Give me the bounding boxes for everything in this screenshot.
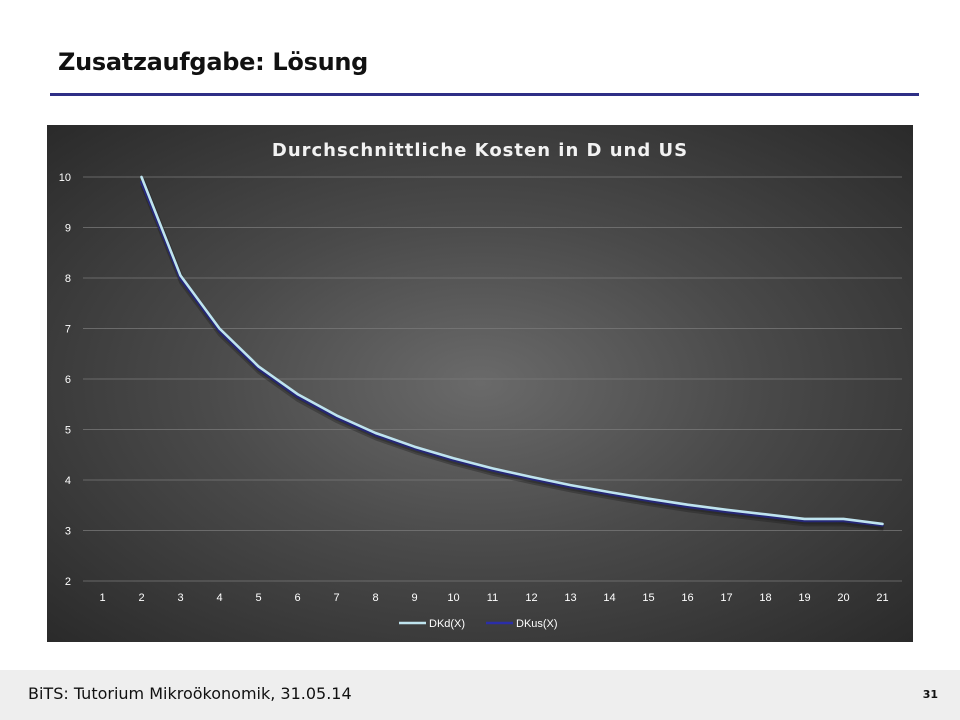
x-tick-label: 12 bbox=[525, 592, 537, 604]
series-line-dkus-x bbox=[140, 180, 884, 527]
x-tick-label: 9 bbox=[411, 592, 417, 604]
x-tick-label: 4 bbox=[216, 592, 222, 604]
y-tick-label: 8 bbox=[65, 273, 71, 285]
y-axis-ticks: 2 3 4 5 6 7 8 9 10 bbox=[59, 172, 71, 588]
series-line-shadow bbox=[140, 184, 884, 531]
y-tick-label: 2 bbox=[65, 576, 71, 588]
page-number: 31 bbox=[922, 688, 938, 701]
x-tick-label: 16 bbox=[681, 592, 693, 604]
x-tick-label: 14 bbox=[603, 592, 615, 604]
y-tick-label: 10 bbox=[59, 172, 71, 184]
y-tick-label: 6 bbox=[65, 374, 71, 386]
x-tick-label: 13 bbox=[564, 592, 576, 604]
x-tick-label: 7 bbox=[333, 592, 339, 604]
y-tick-label: 4 bbox=[65, 475, 71, 487]
series-line-shadow bbox=[140, 179, 884, 530]
x-tick-label: 17 bbox=[720, 592, 732, 604]
series-line-dkd-x bbox=[140, 175, 884, 526]
x-tick-label: 21 bbox=[876, 592, 888, 604]
x-tick-label: 11 bbox=[487, 592, 498, 604]
x-axis-ticks: 1 2 3 4 5 6 7 8 9 10 11 12 13 14 15 16 17 18 19 20 21 bbox=[99, 592, 888, 604]
legend-label: DKd(X) bbox=[429, 618, 465, 630]
y-tick-label: 3 bbox=[65, 526, 71, 538]
line-chart: Durchschnittliche Kosten in D und US 2 3 4… bbox=[59, 140, 902, 630]
x-tick-label: 19 bbox=[798, 592, 810, 604]
x-tick-label: 6 bbox=[294, 592, 300, 604]
x-tick-label: 18 bbox=[759, 592, 771, 604]
series-lines bbox=[140, 175, 884, 531]
x-tick-label: 10 bbox=[447, 592, 459, 604]
x-tick-label: 20 bbox=[837, 592, 849, 604]
footer-text: BiTS: Tutorium Mikroökonomik, 31.05.14 bbox=[28, 684, 352, 703]
y-tick-label: 7 bbox=[65, 324, 71, 336]
y-tick-label: 9 bbox=[65, 223, 71, 235]
title-rule bbox=[50, 93, 919, 96]
x-tick-label: 2 bbox=[138, 592, 144, 604]
y-tick-label: 5 bbox=[65, 425, 71, 437]
slide-title: Zusatzaufgabe: Lösung bbox=[58, 48, 369, 76]
footer-bar bbox=[0, 670, 960, 720]
x-tick-label: 8 bbox=[372, 592, 378, 604]
x-tick-label: 3 bbox=[177, 592, 183, 604]
x-tick-label: 15 bbox=[642, 592, 654, 604]
chart-area: Durchschnittliche Kosten in D und US 2 3 4… bbox=[47, 125, 913, 642]
x-tick-label: 1 bbox=[99, 592, 105, 604]
chart-title: Durchschnittliche Kosten in D und US bbox=[272, 140, 688, 161]
legend-label: DKus(X) bbox=[516, 618, 558, 630]
x-tick-label: 5 bbox=[255, 592, 261, 604]
legend: DKd(X) DKus(X) bbox=[399, 618, 558, 630]
